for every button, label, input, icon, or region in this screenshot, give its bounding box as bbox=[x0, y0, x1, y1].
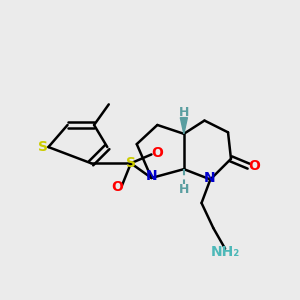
Text: H: H bbox=[179, 183, 189, 196]
Text: O: O bbox=[248, 159, 260, 173]
Text: S: S bbox=[38, 140, 48, 154]
Text: N: N bbox=[146, 169, 157, 184]
Text: O: O bbox=[111, 180, 123, 194]
Text: H: H bbox=[179, 106, 189, 119]
Text: NH₂: NH₂ bbox=[211, 244, 240, 259]
Text: S: S bbox=[126, 156, 136, 170]
Text: N: N bbox=[204, 171, 216, 185]
Polygon shape bbox=[180, 118, 188, 134]
Text: O: O bbox=[151, 146, 163, 160]
